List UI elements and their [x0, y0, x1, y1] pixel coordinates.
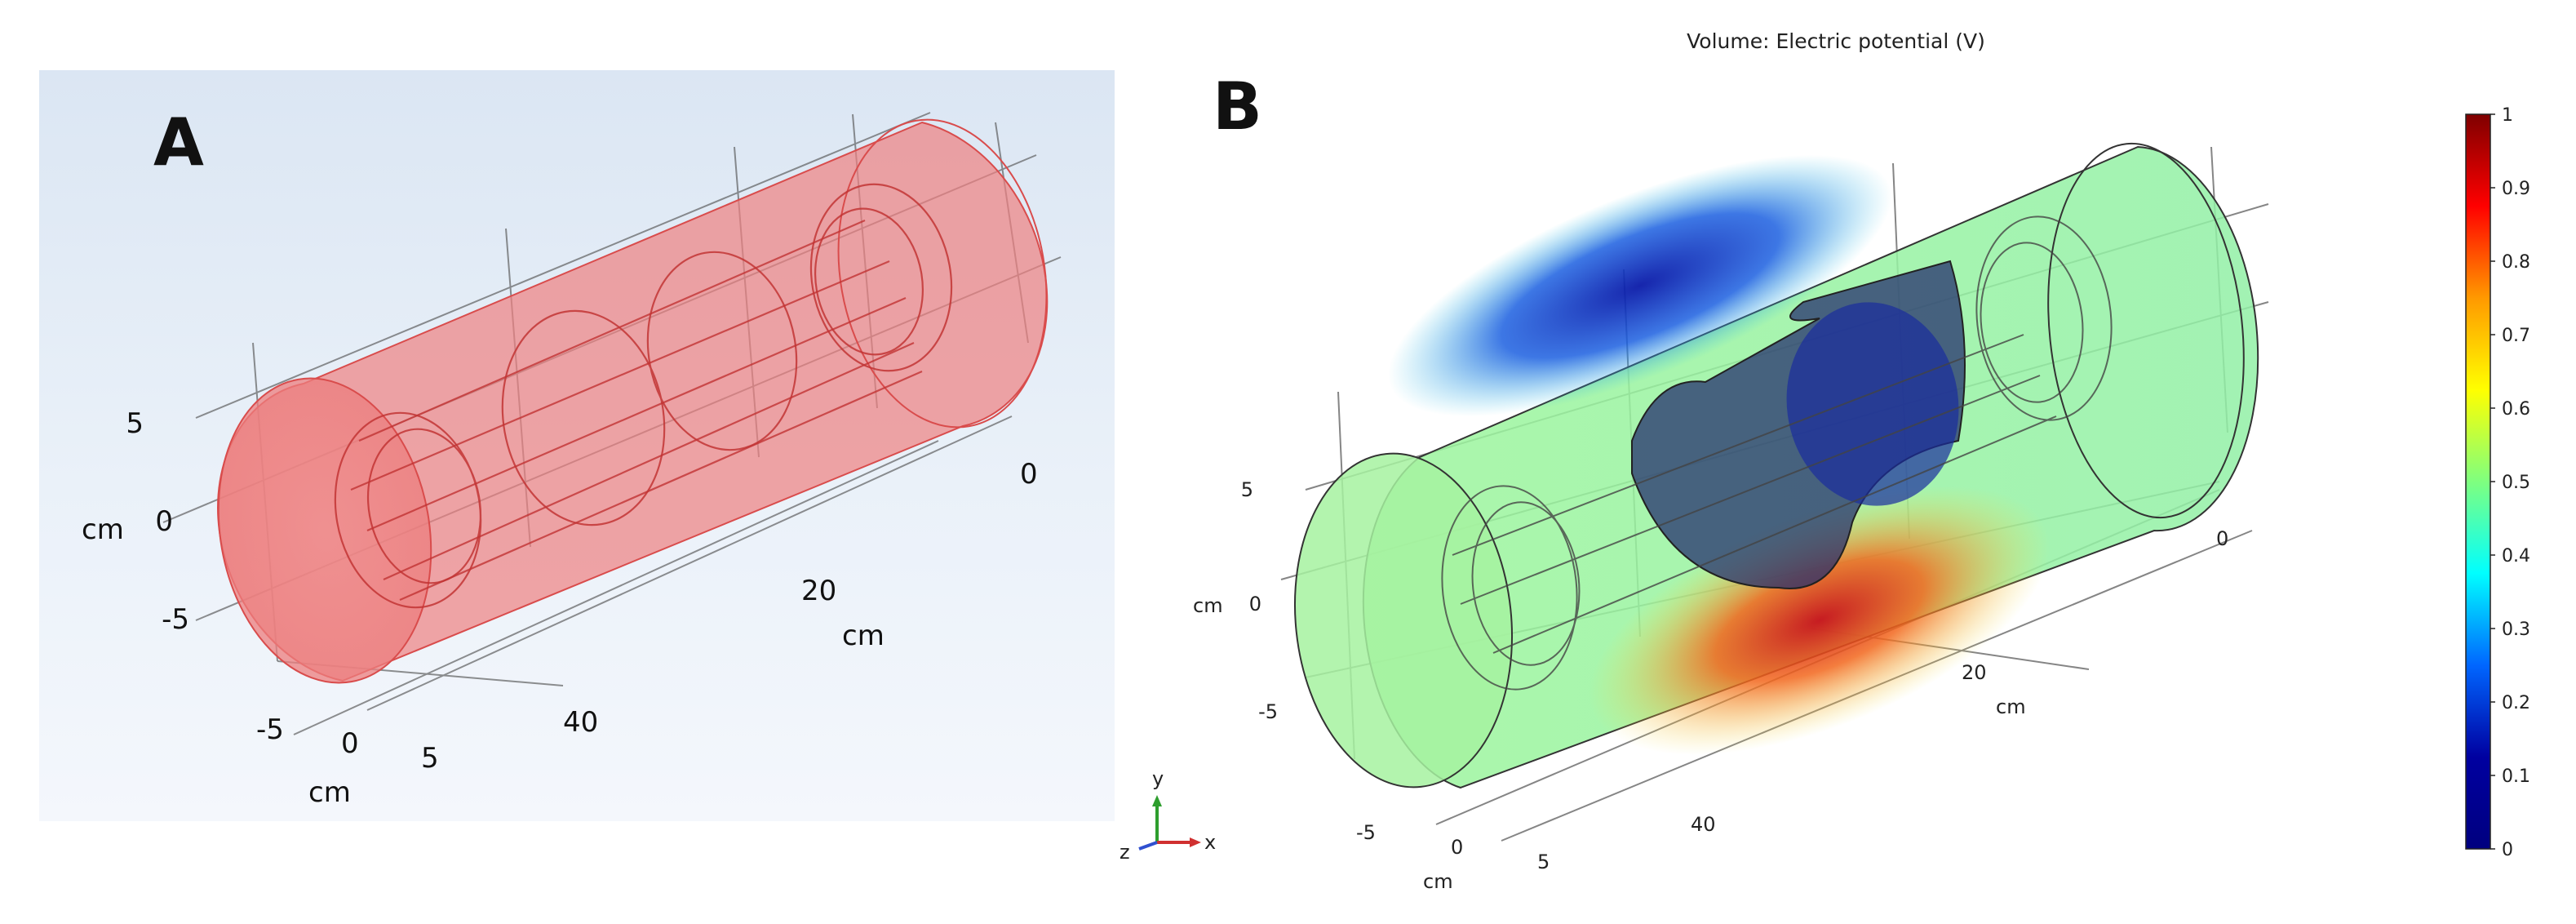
panel-a-label: A: [153, 104, 204, 180]
panel-b-y-unit: cm: [1193, 594, 1223, 617]
triad-x-label: x: [1204, 831, 1216, 854]
colorbar-tick-label: 0.8: [2502, 252, 2530, 273]
triad-z-axis: [1138, 841, 1158, 851]
panel-b-cylinder: [1293, 142, 2259, 789]
plot-title: Volume: Electric potential (V): [1687, 29, 1985, 53]
panel-b-y-tick: -5: [1258, 700, 1278, 723]
axis-triad: y x z: [1120, 767, 1216, 864]
panel-a-x-tick: 0: [1020, 458, 1038, 491]
panel-b-z-tick: 0: [1451, 836, 1463, 859]
panel-a-y-unit: cm: [82, 513, 124, 546]
colorbar-tick-label: 0.1: [2502, 766, 2530, 787]
panel-b-label: B: [1213, 69, 1262, 144]
panel-a-cylinder: [217, 118, 1049, 684]
panel-a-x-unit: cm: [842, 620, 885, 652]
panel-a-geometry: 5 0 -5 cm 0 20 cm 40 -5 0 5 cm: [82, 112, 1062, 809]
colorbar-tick-label: 0: [2502, 840, 2513, 860]
panel-b-x-tick: 40: [1691, 813, 1716, 836]
panel-b-y-tick: 5: [1241, 478, 1253, 501]
colorbar-tick-label: 0.6: [2502, 399, 2530, 420]
panel-b-x-unit: cm: [1996, 695, 2026, 718]
colorbar-tick-label: 0.3: [2502, 620, 2530, 640]
colorbar-tick-label: 0.9: [2502, 179, 2530, 199]
panel-a-z-tick: 5: [421, 742, 439, 775]
colorbar-tick-label: 0.4: [2502, 546, 2530, 566]
colorbar-gradient: [2465, 113, 2491, 850]
panel-b-y-tick: 0: [1249, 593, 1261, 615]
panel-b-z-tick: -5: [1356, 821, 1376, 844]
panel-a-y-tick: -5: [162, 603, 189, 636]
panel-b-z-tick: 5: [1537, 851, 1550, 873]
panel-a-x-tick: 20: [801, 575, 836, 607]
panel-a-z-unit: cm: [308, 776, 351, 809]
triad-x-arrow: [1190, 837, 1201, 847]
panel-a-y-tick: 0: [155, 505, 173, 538]
panel-b-z-unit: cm: [1423, 870, 1453, 893]
colorbar-tick-label: 0.5: [2502, 473, 2530, 493]
triad-y-label: y: [1152, 767, 1164, 790]
panel-a-y-tick: 5: [126, 407, 144, 440]
panel-b-x-tick: 20: [1962, 661, 1987, 684]
colorbar-tick-label: 1: [2502, 105, 2513, 126]
colorbar-tick-label: 0.7: [2502, 326, 2530, 346]
colorbar: 1 0.9 0.8 0.7 0.6 0.5 0.4 0.3 0.2 0.1 0: [2465, 105, 2530, 860]
panel-b-x-tick: 0: [2216, 527, 2228, 550]
panel-b-geometry: 5 0 -5 cm 0 20 cm 40 -5 0 5 cm: [1193, 142, 2269, 893]
panel-a-z-tick: -5: [256, 713, 284, 746]
panel-a-x-tick: 40: [563, 706, 598, 739]
triad-y-arrow: [1152, 795, 1162, 806]
triad-z-label: z: [1120, 841, 1130, 864]
panel-a-z-tick: 0: [341, 727, 359, 760]
colorbar-tick-label: 0.2: [2502, 693, 2530, 713]
